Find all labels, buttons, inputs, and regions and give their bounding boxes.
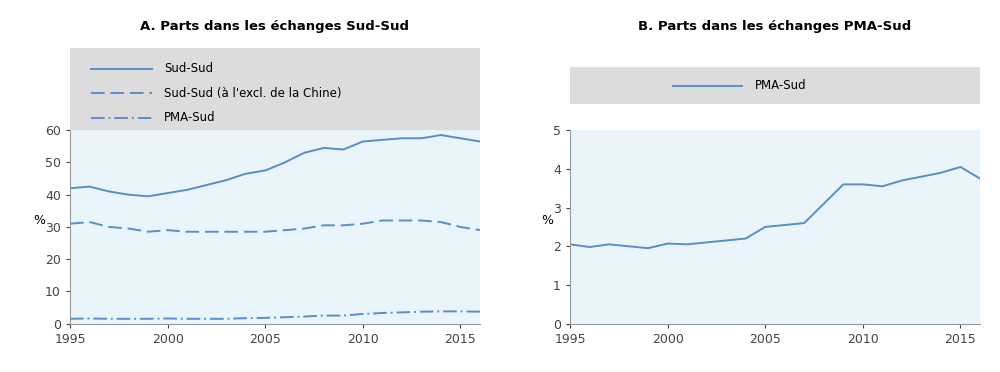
Text: PMA-Sud: PMA-Sud xyxy=(164,112,216,124)
Text: B. Parts dans les échanges PMA-Sud: B. Parts dans les échanges PMA-Sud xyxy=(638,20,912,33)
Y-axis label: %: % xyxy=(541,214,553,227)
Text: PMA-Sud: PMA-Sud xyxy=(755,79,806,92)
Y-axis label: %: % xyxy=(33,214,45,227)
Text: Sud-Sud: Sud-Sud xyxy=(164,62,213,75)
Text: Sud-Sud (à l'excl. de la Chine): Sud-Sud (à l'excl. de la Chine) xyxy=(164,87,342,100)
Text: A. Parts dans les échanges Sud-Sud: A. Parts dans les échanges Sud-Sud xyxy=(140,20,410,33)
